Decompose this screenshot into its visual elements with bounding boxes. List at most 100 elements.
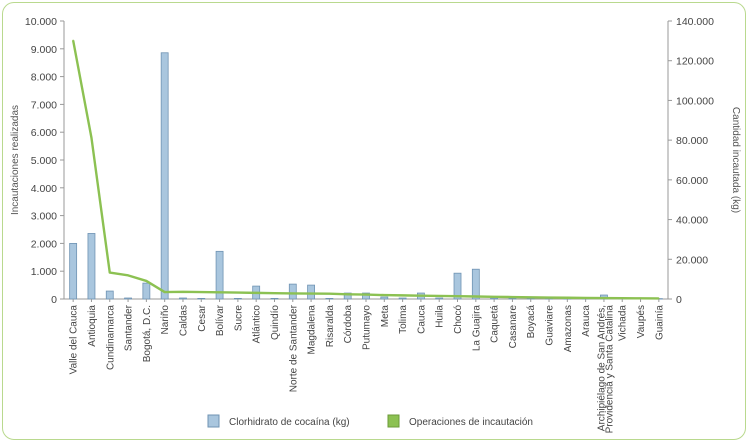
line-point: [328, 292, 331, 295]
x-tick-label: Cauca: [416, 305, 427, 334]
line-point: [584, 297, 587, 299]
line-point: [456, 295, 459, 298]
x-tick-label: Atlántico: [252, 305, 263, 344]
x-tick-label: Chocó: [453, 305, 464, 334]
bar: [233, 298, 242, 300]
y-axis-right-label: Cantidad incautada (kg): [730, 107, 741, 213]
line-point: [310, 292, 312, 295]
bar: [288, 283, 297, 300]
y-right-tick-label: 140.000: [676, 16, 714, 28]
bar: [179, 297, 187, 300]
y-axis-left-label: Incautaciones realizadas: [10, 105, 21, 215]
bar: [124, 297, 132, 300]
bar: [87, 233, 96, 300]
x-tick-label: Quindío: [270, 305, 281, 340]
line-point: [621, 297, 624, 299]
line-point: [603, 297, 605, 299]
line-point: [548, 296, 550, 299]
y-right-tick-label: 60.000: [676, 175, 708, 187]
y-left-tick-label: 2.000: [31, 238, 57, 250]
line-point: [475, 295, 477, 298]
y-right-tick-label: 120.000: [676, 56, 714, 68]
line-point: [200, 291, 203, 293]
y-right-tick-label: 40.000: [676, 215, 708, 227]
bar: [325, 298, 334, 300]
line-point: [493, 295, 495, 298]
x-tick-label: Guainía: [654, 305, 665, 340]
line-point: [639, 297, 642, 300]
x-tick-label: Valle del Cauca: [69, 305, 80, 375]
line-point: [658, 297, 660, 300]
x-tick-label: Meta: [380, 305, 391, 328]
x-tick-label: Caldas: [178, 305, 189, 336]
legend-label-line: Operaciones de incautación: [409, 417, 533, 428]
y-right-tick-label: 20.000: [676, 254, 708, 266]
line-point: [438, 295, 441, 297]
y-right-tick-label: 100.000: [676, 95, 714, 107]
y-left-tick-label: 1.000: [31, 266, 57, 278]
bar: [398, 297, 407, 300]
x-tick-label: Tolima: [398, 305, 409, 334]
chart-frame: [2, 2, 746, 440]
bar: [142, 282, 151, 300]
x-tick-label: Santander: [124, 304, 135, 351]
y-left-tick-label: 10.000: [25, 16, 57, 28]
x-tick-label: Cesar: [197, 304, 208, 331]
bar: [105, 290, 114, 300]
legend-label-bar: Clorhidrato de cocaína (kg): [229, 417, 350, 428]
line-point: [163, 291, 166, 293]
line-point: [383, 294, 386, 296]
y-left-tick-label: 7.000: [31, 99, 57, 111]
line-point: [511, 296, 514, 298]
x-tick-label: Arauca: [581, 305, 592, 337]
y-left-tick-label: 5.000: [31, 155, 57, 167]
line-point: [291, 292, 294, 295]
y-right-tick-label: 0: [676, 294, 682, 306]
bar: [160, 52, 169, 300]
bar: [471, 268, 480, 300]
x-tick-label: Córdoba: [343, 305, 354, 344]
bar: [197, 298, 206, 300]
line-series: [71, 39, 660, 300]
bar: [490, 297, 499, 300]
axes: 0 1.000 2.000 3.000 4.000 5.000 6.000 7.000 8.00…: [25, 16, 714, 306]
line-point: [182, 290, 184, 293]
x-tick-label: Putumayo: [362, 305, 373, 350]
x-tick-label: Norte de Santander: [288, 304, 299, 392]
line-point: [346, 293, 349, 296]
line-point: [237, 291, 239, 294]
line-point: [127, 274, 129, 277]
x-tick-label: Sucre: [233, 305, 244, 332]
bar: [307, 284, 315, 300]
y-left-tick-label: 4.000: [31, 183, 57, 195]
y-left-tick-label: 8.000: [31, 72, 57, 84]
y-right-tick-label: 80.000: [676, 135, 708, 147]
x-tick-label: Huila: [435, 305, 446, 328]
x-tick-label: Vichada: [618, 305, 629, 341]
bar: [69, 242, 78, 300]
line-point: [72, 39, 74, 42]
x-tick-label: Bolívar: [215, 304, 226, 336]
legend: Clorhidrato de cocaína (kg) Operaciones …: [207, 414, 533, 428]
y-left-tick-label: 9.000: [31, 44, 57, 56]
x-tick-label: Nariño: [160, 305, 171, 335]
line-point: [420, 294, 422, 297]
x-tick-label: Archipiélago de San Andrés,Providencia y…: [596, 305, 615, 434]
y-left-tick-label: 0: [51, 294, 57, 306]
line-point: [273, 292, 276, 294]
x-tick-label: Risaralda: [325, 305, 336, 348]
x-tick-label: Antioquia: [87, 305, 98, 347]
line-point: [401, 294, 404, 297]
x-tick-label: Caquetá: [490, 305, 501, 343]
x-tick-label: Cundinamarca: [105, 305, 116, 370]
x-tick-label: Magdalena: [307, 305, 318, 355]
category-labels: Valle del Cauca Antioquia Cundinamarca Sant…: [69, 299, 665, 434]
x-tick-label: Casanare: [508, 305, 519, 349]
bar: [508, 298, 517, 300]
line-point: [255, 292, 257, 294]
y-left-tick-label: 6.000: [31, 127, 57, 139]
line-point: [566, 296, 569, 299]
legend-swatch-line: [387, 414, 400, 428]
line-point: [108, 271, 111, 274]
